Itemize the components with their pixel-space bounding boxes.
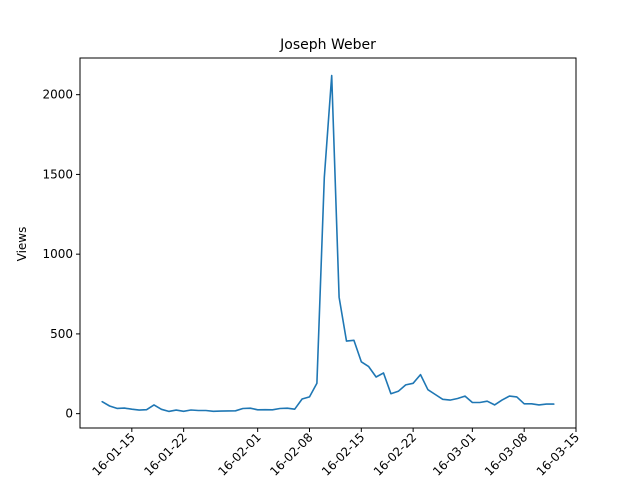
y-axis-label: Views	[15, 227, 29, 262]
chart-title: Joseph Weber	[279, 37, 376, 53]
plot-frame	[79, 57, 577, 429]
y-tick-label: 2000	[42, 88, 73, 102]
y-tick-label: 500	[50, 327, 73, 341]
y-tick-label: 1000	[42, 247, 73, 261]
y-tick-label: 0	[65, 407, 73, 421]
y-tick-label: 1500	[42, 167, 73, 181]
series-layer	[101, 74, 555, 413]
series-line	[101, 74, 555, 413]
y-axis-ticks: 0 500 1000 1500 2000	[42, 88, 80, 421]
